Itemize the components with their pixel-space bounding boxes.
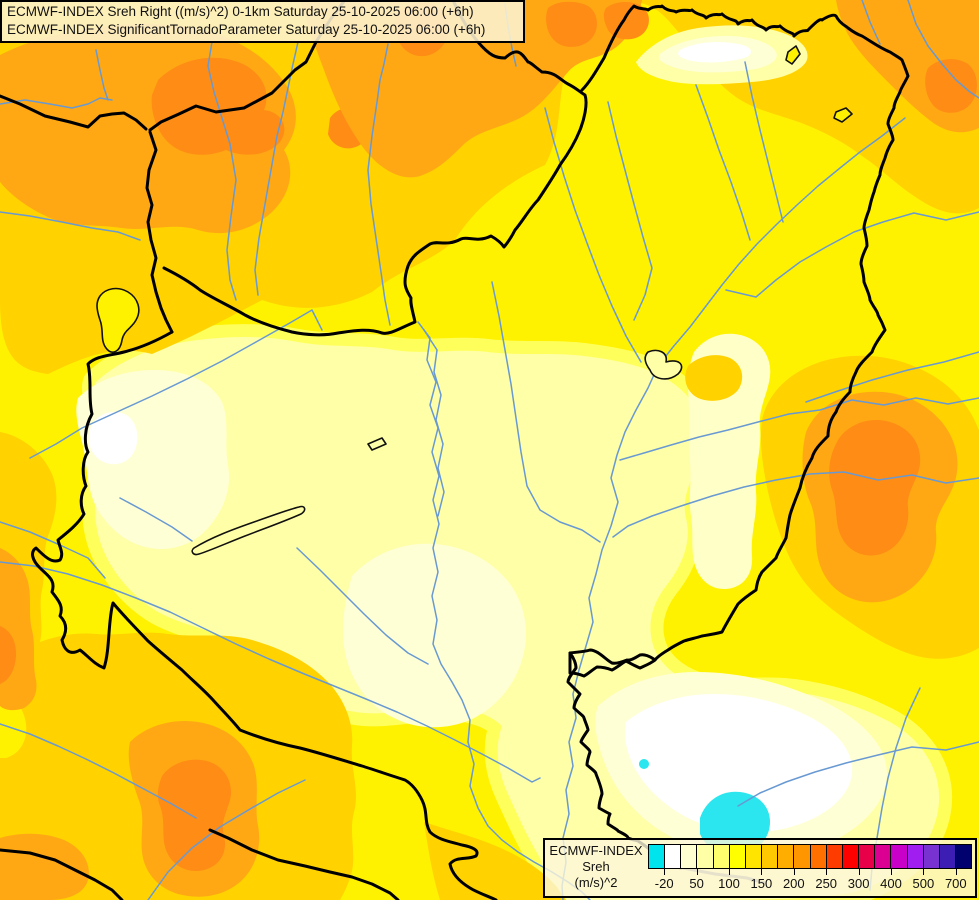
colorbar-tick [729, 869, 730, 875]
colorbar-cell-16 [907, 845, 924, 868]
colorbar-cell-18 [939, 845, 956, 868]
colorbar-cell-9 [794, 845, 811, 868]
colorbar-tick [858, 869, 860, 875]
colorbar-tick [923, 869, 925, 875]
colorbar-tick [664, 869, 666, 875]
lake-tisza [644, 349, 683, 380]
colorbar-tick-label: 300 [847, 876, 870, 891]
legend-unit-label: (m/s)^2 [574, 875, 618, 890]
legend-model-label: ECMWF-INDEX [549, 843, 643, 858]
colorbar-tick [793, 869, 795, 875]
colorbar-tick-label: 500 [912, 876, 935, 891]
title-line-2: ECMWF-INDEX SignificantTornadoParameter … [7, 22, 486, 37]
colorbar-tick [761, 869, 763, 875]
colorbar-tick [826, 869, 828, 875]
colorbar-cell-3 [697, 845, 714, 868]
small-lake-ne-2 [833, 107, 853, 123]
title-line-1: ECMWF-INDEX Sreh Right ((m/s)^2) 0-1km S… [7, 4, 474, 19]
lake-balaton [191, 505, 306, 556]
legend-colorbar [648, 844, 972, 869]
title-panel: ECMWF-INDEX Sreh Right ((m/s)^2) 0-1km S… [0, 0, 525, 43]
colorbar-cell-7 [762, 845, 779, 868]
colorbar-tick-label: -20 [654, 876, 674, 891]
legend-text: ECMWF-INDEX Sreh (m/s)^2 [545, 843, 647, 891]
colorbar-cell-4 [713, 845, 730, 868]
small-lake-ne-1 [785, 45, 801, 65]
colorbar-tick-label: 150 [750, 876, 773, 891]
colorbar-cell-1 [665, 845, 682, 868]
colorbar-cell-8 [778, 845, 795, 868]
colorbar-cell-13 [859, 845, 876, 868]
colorbar-cell-6 [745, 845, 763, 868]
colorbar-tick-label: 700 [944, 876, 967, 891]
colorbar-tick-label: 100 [718, 876, 740, 891]
lake-neusiedl [96, 287, 140, 353]
colorbar-cell-11 [826, 845, 843, 868]
colorbar-cell-5 [729, 845, 746, 868]
colorbar-cell-2 [681, 845, 698, 868]
colorbar-tick [955, 869, 957, 875]
colorbar-tick-label: 400 [880, 876, 902, 891]
colorbar-cell-14 [875, 845, 892, 868]
colorbar-cell-12 [842, 845, 860, 868]
colorbar-cell-0 [649, 845, 666, 868]
colorbar-tick-label: 50 [689, 876, 704, 891]
legend-panel: ECMWF-INDEX Sreh (m/s)^2 -20 50 100 150 200 2… [543, 838, 977, 898]
colorbar-tick-label: 200 [782, 876, 805, 891]
colorbar-cell-17 [923, 845, 940, 868]
lakes [96, 45, 853, 556]
colorbar-tick-label: 250 [815, 876, 838, 891]
colorbar-tick [696, 869, 698, 875]
colorbar-cell-10 [810, 845, 827, 868]
lake-velence [367, 437, 387, 451]
colorbar-cell-15 [891, 845, 908, 868]
legend-parameter-label: Sreh [582, 859, 610, 874]
colorbar-cell-19 [955, 845, 972, 868]
colorbar-tick [891, 869, 892, 875]
